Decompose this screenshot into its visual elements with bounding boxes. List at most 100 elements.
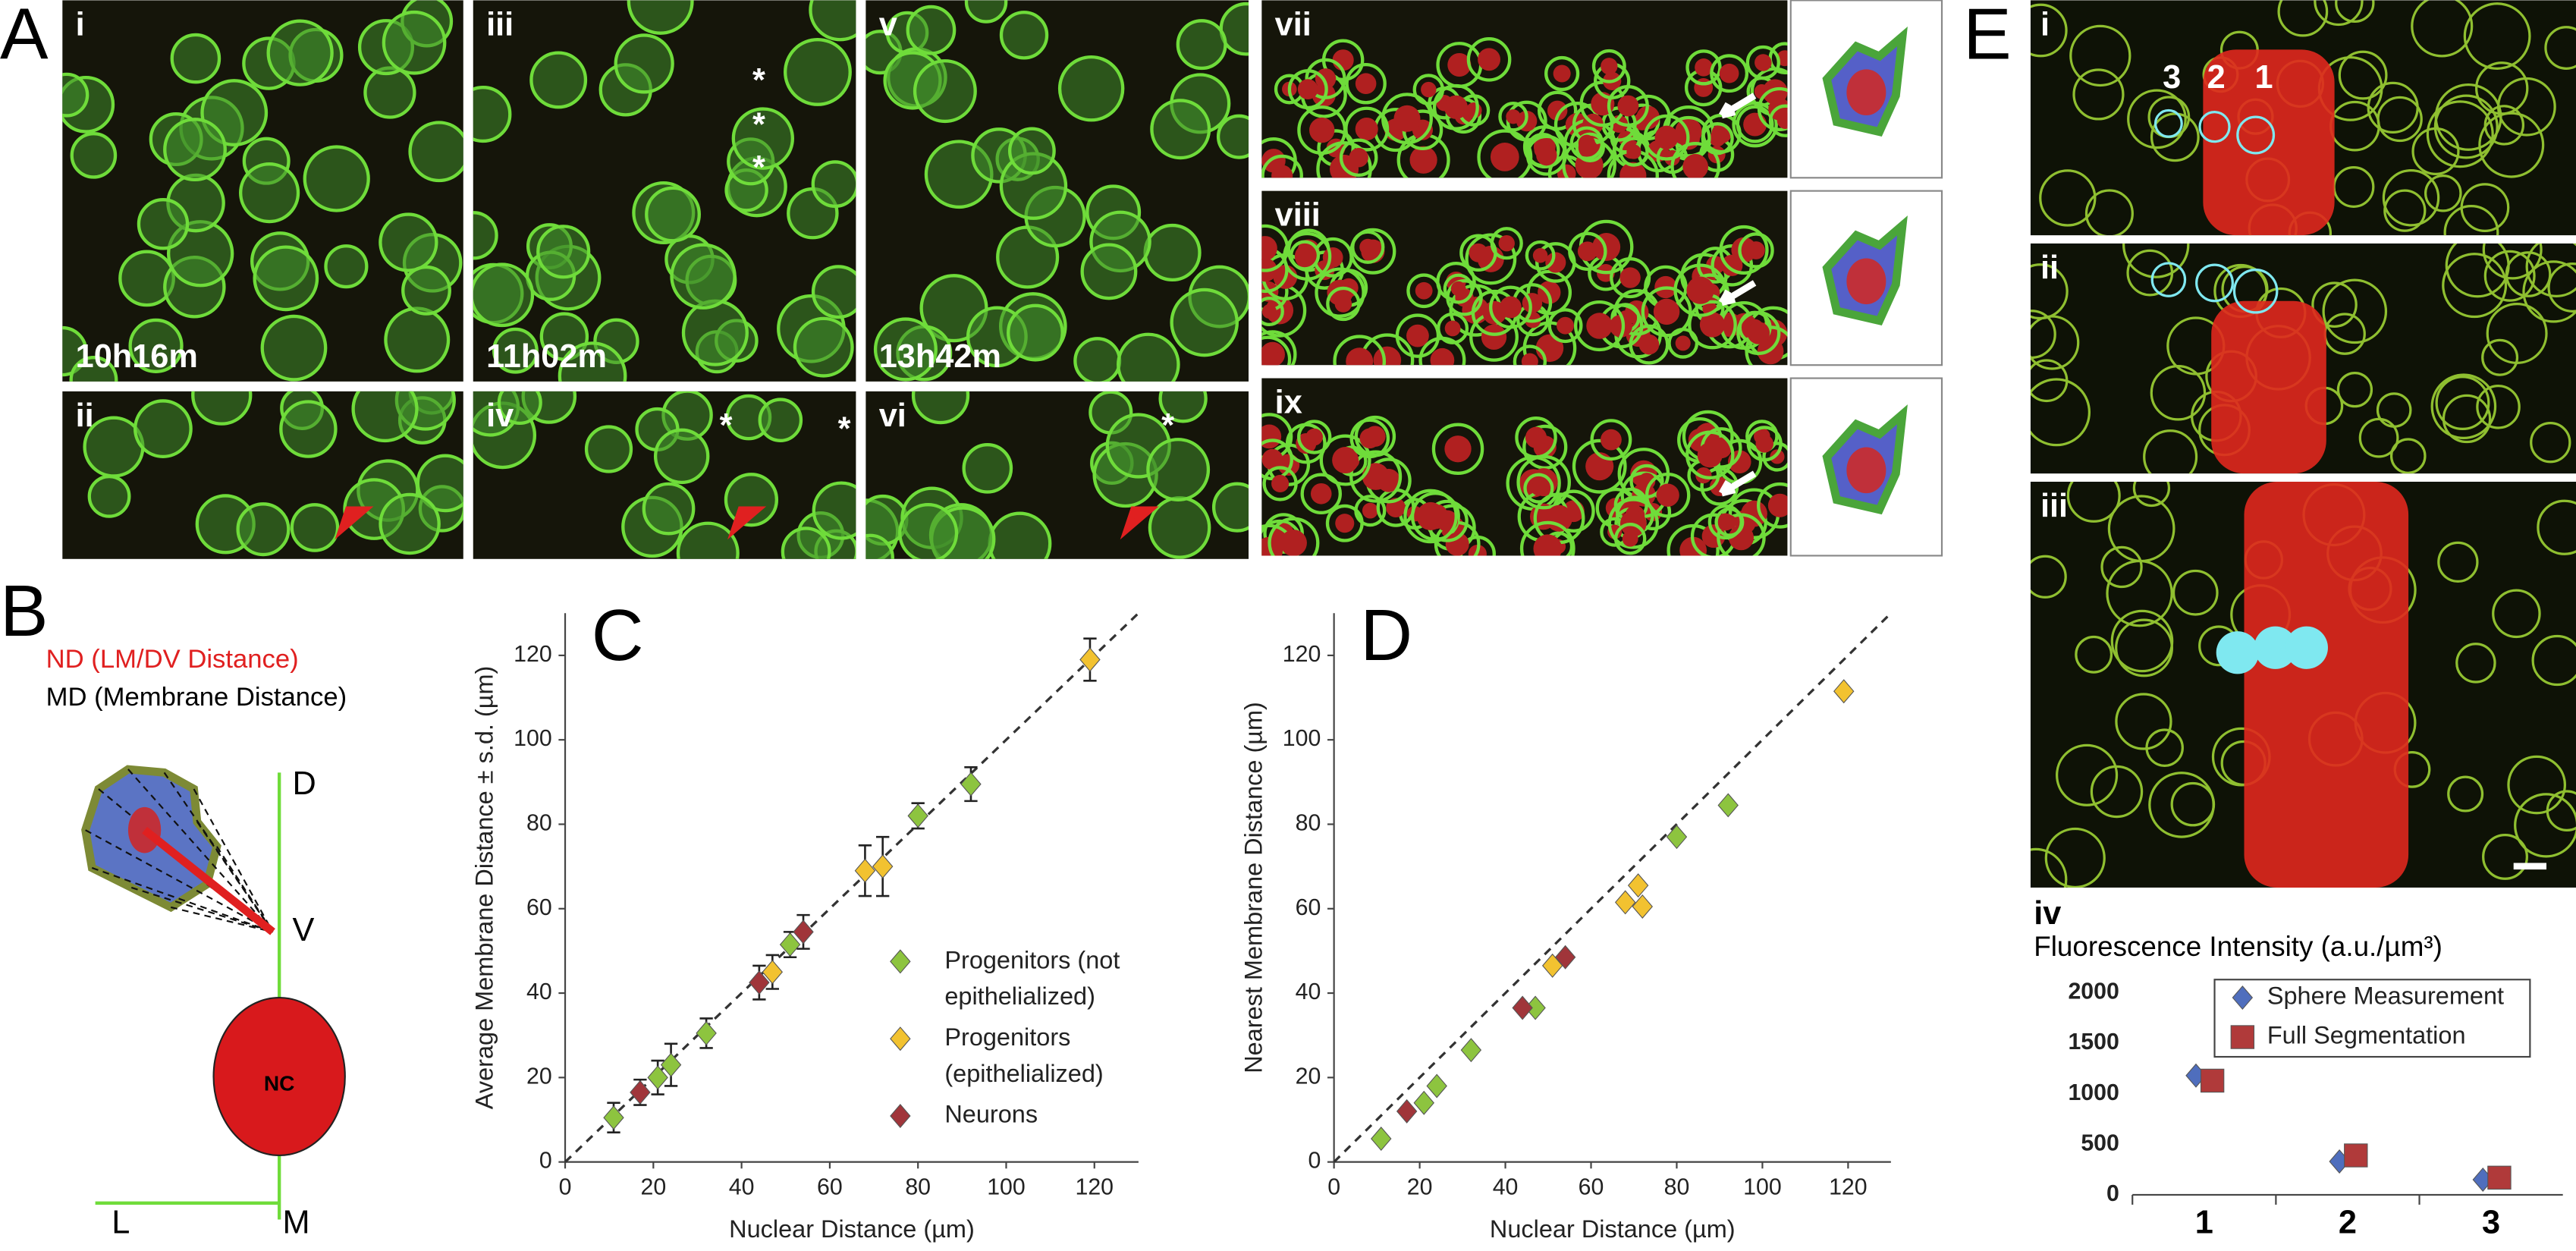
nucleus — [1699, 312, 1726, 338]
texture — [1261, 36, 1788, 178]
cell — [1261, 335, 1292, 366]
point — [1627, 873, 1649, 898]
cell — [2030, 3, 2068, 58]
time-label: 11h02m — [486, 338, 607, 375]
cell-number: 1 — [2254, 59, 2273, 96]
nucleus — [1747, 322, 1770, 344]
point — [2200, 1068, 2225, 1093]
y-tick-label: 20 — [526, 1064, 552, 1089]
md-line — [85, 829, 274, 933]
nucleus — [1545, 252, 1566, 273]
point — [872, 854, 894, 879]
cell — [2547, 262, 2576, 313]
cell — [1685, 430, 1735, 480]
cell — [1007, 303, 1064, 362]
nucleus — [1359, 428, 1381, 449]
cell — [2030, 555, 2067, 599]
cell — [1762, 442, 1788, 472]
nd-label: ND (LM/DV Distance) — [46, 645, 299, 674]
nucleus — [1445, 532, 1469, 556]
nucleus — [1416, 501, 1445, 530]
cell — [2338, 50, 2388, 100]
cell — [128, 318, 184, 373]
x-tick-label: 80 — [1664, 1174, 1690, 1199]
cell — [473, 86, 512, 143]
x-tick-label: 0 — [1327, 1174, 1340, 1199]
cell — [2483, 105, 2525, 146]
cell — [758, 398, 803, 442]
cell — [1701, 122, 1734, 156]
cell — [2530, 422, 2571, 464]
cell — [2437, 541, 2479, 583]
nucleus — [1706, 256, 1725, 275]
cell — [781, 526, 831, 559]
point — [1632, 894, 1653, 919]
cell — [497, 391, 542, 426]
x-tick-label: 1 — [2195, 1204, 2213, 1240]
nucleus-shape — [1846, 447, 1886, 494]
chart-label: iv — [2034, 895, 2061, 932]
cell — [163, 118, 227, 182]
sphere — [2150, 262, 2187, 297]
y-tick-label: 0 — [1308, 1149, 1321, 1174]
image-label: viii — [1275, 197, 1321, 234]
nucleus — [1261, 236, 1277, 261]
point — [1666, 825, 1688, 850]
cell — [1176, 19, 1227, 71]
nucleus — [1656, 483, 1679, 507]
nucleus-blob — [127, 806, 162, 853]
point — [660, 1052, 682, 1077]
texture — [2030, 0, 2576, 236]
nucleus — [1521, 353, 1538, 366]
cell — [2411, 127, 2460, 176]
cell — [911, 391, 970, 425]
cell — [239, 162, 300, 224]
cell — [384, 306, 451, 373]
cell — [2492, 589, 2541, 639]
white-arrow — [1719, 93, 1757, 119]
cell — [1146, 438, 1211, 501]
cell — [2311, 281, 2358, 328]
cell — [1736, 310, 1781, 355]
cell — [1489, 285, 1532, 329]
nucleus-shape — [1846, 258, 1886, 305]
cell — [2383, 189, 2427, 232]
cell — [793, 316, 854, 378]
nucleus — [1409, 146, 1437, 174]
point — [1413, 1090, 1434, 1115]
cell — [2044, 827, 2106, 888]
point — [890, 1104, 911, 1128]
cell — [964, 0, 1008, 24]
cell — [1685, 49, 1722, 86]
nucleus — [1743, 112, 1767, 137]
cell — [62, 72, 90, 118]
axis-letter: V — [293, 912, 315, 948]
cell — [2382, 169, 2440, 227]
cell — [2132, 481, 2171, 508]
cell — [913, 59, 977, 124]
nucleus — [1490, 143, 1519, 171]
cell-number: 3 — [2163, 59, 2181, 96]
nucleus — [1622, 530, 1638, 547]
cell — [69, 356, 118, 382]
cell — [1117, 332, 1180, 382]
nucleus — [1271, 474, 1290, 492]
x-axis-title: Nuclear Distance (µm) — [729, 1215, 975, 1243]
nucleus — [1722, 514, 1737, 530]
cell — [2335, 0, 2375, 24]
nucleus — [1709, 130, 1726, 147]
cell — [379, 212, 438, 272]
nucleus — [1373, 346, 1402, 366]
point — [779, 932, 801, 957]
nucleus — [1695, 58, 1713, 77]
point — [2230, 1025, 2255, 1049]
cell — [1670, 141, 1720, 178]
nucleus — [1755, 54, 1772, 71]
cell — [2277, 0, 2329, 37]
legend-label: Progenitors (epithelialized) — [944, 1023, 1103, 1087]
cell — [1516, 454, 1571, 510]
cell — [1613, 523, 1647, 555]
nucleus — [1261, 424, 1282, 449]
nucleus — [1444, 435, 1472, 463]
